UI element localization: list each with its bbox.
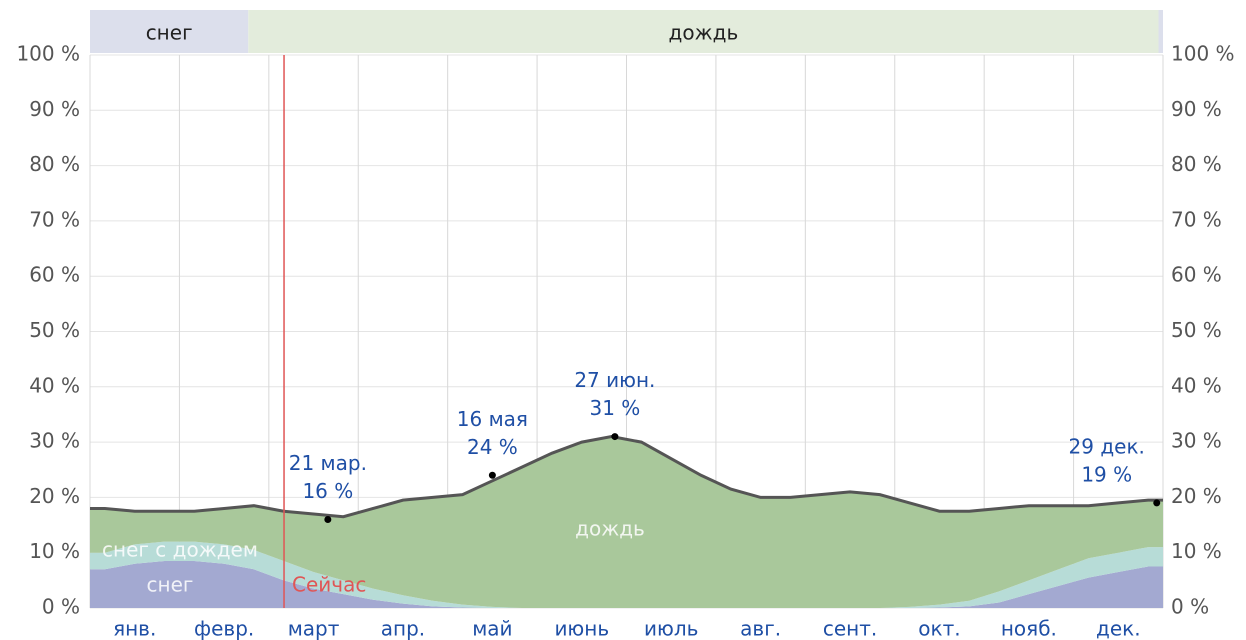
x-tick-label: июнь bbox=[554, 617, 609, 640]
y-tick-label: 100 % bbox=[16, 42, 80, 66]
y2-tick-label: 60 % bbox=[1171, 263, 1222, 287]
now-label: Сейчас bbox=[292, 573, 366, 597]
y2-tick-label: 100 % bbox=[1171, 42, 1235, 66]
top-band bbox=[248, 10, 1159, 53]
annotation-value: 16 % bbox=[302, 479, 353, 503]
x-tick-label: май bbox=[472, 617, 512, 640]
top-band bbox=[90, 10, 249, 53]
x-tick-label: окт. bbox=[918, 617, 960, 640]
top-band-label: дождь bbox=[669, 21, 739, 45]
y-tick-label: 10 % bbox=[29, 539, 80, 563]
x-tick-label: февр. bbox=[194, 617, 254, 640]
annotation-value: 19 % bbox=[1081, 462, 1132, 486]
annotation-dot bbox=[1153, 499, 1161, 507]
y-tick-label: 0 % bbox=[42, 595, 80, 619]
area bbox=[90, 541, 1163, 608]
annotation-date: 21 мар. bbox=[289, 451, 367, 475]
area-label: снег bbox=[147, 573, 194, 597]
y2-tick-label: 0 % bbox=[1171, 595, 1209, 619]
annotation-value: 24 % bbox=[467, 435, 518, 459]
y2-tick-label: 90 % bbox=[1171, 97, 1222, 121]
x-tick-label: янв. bbox=[113, 617, 156, 640]
x-tick-label: март bbox=[288, 617, 340, 640]
annotation-dot bbox=[611, 433, 619, 441]
y2-tick-label: 80 % bbox=[1171, 152, 1222, 176]
y-tick-label: 20 % bbox=[29, 484, 80, 508]
y-tick-label: 50 % bbox=[29, 318, 80, 342]
top-band-label: снег bbox=[146, 21, 193, 45]
annotation-dot bbox=[488, 471, 496, 479]
x-tick-label: дек. bbox=[1096, 617, 1141, 640]
y2-tick-label: 50 % bbox=[1171, 318, 1222, 342]
y2-tick-label: 10 % bbox=[1171, 539, 1222, 563]
y-tick-label: 70 % bbox=[29, 207, 80, 231]
y2-tick-label: 30 % bbox=[1171, 429, 1222, 453]
area bbox=[90, 436, 1163, 608]
x-tick-label: сент. bbox=[823, 617, 877, 640]
annotation-date: 16 мая bbox=[457, 407, 528, 431]
area-label: снег с дождем bbox=[102, 538, 258, 562]
annotation-date: 27 июн. bbox=[574, 368, 655, 392]
annotation-date: 29 дек. bbox=[1069, 434, 1145, 458]
y-tick-label: 60 % bbox=[29, 263, 80, 287]
x-tick-label: апр. bbox=[381, 617, 425, 640]
area bbox=[90, 560, 1163, 608]
y2-tick-label: 70 % bbox=[1171, 207, 1222, 231]
y2-tick-label: 40 % bbox=[1171, 373, 1222, 397]
area-label: дождь bbox=[575, 517, 645, 541]
annotation-value: 31 % bbox=[589, 396, 640, 420]
y-tick-label: 80 % bbox=[29, 152, 80, 176]
x-tick-label: нояб. bbox=[1001, 617, 1057, 640]
x-tick-label: авг. bbox=[740, 617, 781, 640]
total-line bbox=[90, 435, 1163, 519]
x-tick-label: июль bbox=[644, 617, 698, 640]
annotation-dot bbox=[324, 516, 332, 524]
top-band bbox=[1158, 10, 1163, 53]
y-tick-label: 30 % bbox=[29, 429, 80, 453]
y-tick-label: 90 % bbox=[29, 97, 80, 121]
y2-tick-label: 20 % bbox=[1171, 484, 1222, 508]
y-tick-label: 40 % bbox=[29, 373, 80, 397]
